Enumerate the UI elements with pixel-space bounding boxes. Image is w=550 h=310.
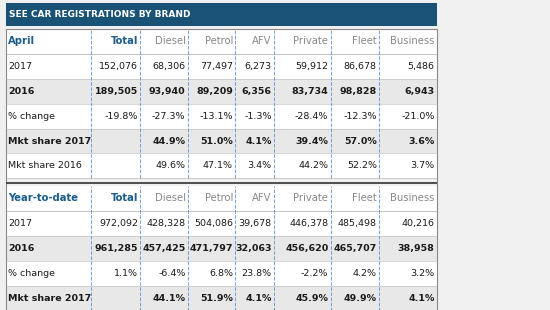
- Text: 3.7%: 3.7%: [410, 162, 435, 171]
- Text: AFV: AFV: [252, 193, 272, 203]
- Text: Fleet: Fleet: [352, 193, 377, 203]
- Text: 3.6%: 3.6%: [408, 136, 435, 145]
- Text: 428,328: 428,328: [146, 219, 185, 228]
- Text: 44.2%: 44.2%: [298, 162, 328, 171]
- Text: 68,306: 68,306: [152, 62, 185, 71]
- Text: 446,378: 446,378: [289, 219, 328, 228]
- Text: % change: % change: [8, 269, 55, 278]
- Text: 189,505: 189,505: [95, 87, 138, 96]
- Text: Mkt share 2017: Mkt share 2017: [8, 294, 91, 303]
- FancyBboxPatch shape: [6, 79, 437, 104]
- Text: 972,092: 972,092: [99, 219, 138, 228]
- Text: Business: Business: [390, 36, 434, 46]
- Text: 98,828: 98,828: [339, 87, 377, 96]
- FancyBboxPatch shape: [6, 104, 437, 129]
- Text: 57.0%: 57.0%: [344, 136, 377, 145]
- Text: -13.1%: -13.1%: [200, 112, 233, 121]
- Text: 51.9%: 51.9%: [200, 294, 233, 303]
- Text: Private: Private: [294, 36, 328, 46]
- Text: 152,076: 152,076: [99, 62, 138, 71]
- Text: 44.9%: 44.9%: [152, 136, 185, 145]
- FancyBboxPatch shape: [6, 153, 437, 178]
- Text: 1.1%: 1.1%: [114, 269, 138, 278]
- Text: 4.1%: 4.1%: [245, 136, 272, 145]
- Text: 39.4%: 39.4%: [295, 136, 328, 145]
- Text: 2016: 2016: [8, 244, 35, 253]
- Text: Petrol: Petrol: [205, 193, 233, 203]
- FancyBboxPatch shape: [6, 29, 437, 54]
- Text: 32,063: 32,063: [235, 244, 272, 253]
- Text: 5,486: 5,486: [408, 62, 435, 71]
- Text: 2017: 2017: [8, 62, 32, 71]
- FancyBboxPatch shape: [6, 54, 437, 79]
- FancyBboxPatch shape: [6, 261, 437, 286]
- FancyBboxPatch shape: [6, 186, 437, 211]
- Text: -19.8%: -19.8%: [104, 112, 138, 121]
- Text: -27.3%: -27.3%: [152, 112, 185, 121]
- Text: Private: Private: [294, 193, 328, 203]
- Text: % change: % change: [8, 112, 55, 121]
- Text: 51.0%: 51.0%: [200, 136, 233, 145]
- Text: -12.3%: -12.3%: [343, 112, 377, 121]
- Text: 40,216: 40,216: [402, 219, 434, 228]
- Text: -21.0%: -21.0%: [401, 112, 434, 121]
- Text: 471,797: 471,797: [189, 244, 233, 253]
- Text: Petrol: Petrol: [205, 36, 233, 46]
- Text: 4.1%: 4.1%: [245, 294, 272, 303]
- Text: Business: Business: [390, 193, 434, 203]
- Text: 23.8%: 23.8%: [241, 269, 272, 278]
- Text: 6,356: 6,356: [242, 87, 272, 96]
- Text: -28.4%: -28.4%: [295, 112, 328, 121]
- Text: April: April: [8, 36, 35, 46]
- Text: 4.2%: 4.2%: [353, 269, 377, 278]
- Text: AFV: AFV: [252, 36, 272, 46]
- Text: 49.6%: 49.6%: [156, 162, 185, 171]
- Text: Mkt share 2017: Mkt share 2017: [8, 136, 91, 145]
- Text: 6,943: 6,943: [404, 87, 434, 96]
- Text: Total: Total: [111, 36, 138, 46]
- Text: Fleet: Fleet: [352, 36, 377, 46]
- Text: 39,678: 39,678: [239, 219, 272, 228]
- Text: 457,425: 457,425: [142, 244, 185, 253]
- Text: 3.4%: 3.4%: [248, 162, 272, 171]
- FancyBboxPatch shape: [6, 211, 437, 236]
- Text: 3.2%: 3.2%: [410, 269, 435, 278]
- Text: 49.9%: 49.9%: [344, 294, 377, 303]
- Text: 86,678: 86,678: [344, 62, 377, 71]
- Text: 6.8%: 6.8%: [209, 269, 233, 278]
- Text: Total: Total: [111, 193, 138, 203]
- Text: Diesel: Diesel: [155, 193, 185, 203]
- Text: 47.1%: 47.1%: [203, 162, 233, 171]
- Text: 44.1%: 44.1%: [152, 294, 185, 303]
- Text: 2016: 2016: [8, 87, 35, 96]
- Text: 52.2%: 52.2%: [347, 162, 377, 171]
- Text: 83,734: 83,734: [292, 87, 328, 96]
- Text: Year-to-date: Year-to-date: [8, 193, 78, 203]
- Text: -6.4%: -6.4%: [158, 269, 185, 278]
- FancyBboxPatch shape: [6, 286, 437, 310]
- Text: 465,707: 465,707: [334, 244, 377, 253]
- Text: -2.2%: -2.2%: [301, 269, 328, 278]
- Text: 59,912: 59,912: [295, 62, 328, 71]
- Text: -1.3%: -1.3%: [244, 112, 272, 121]
- Text: 89,209: 89,209: [196, 87, 233, 96]
- Text: 456,620: 456,620: [285, 244, 328, 253]
- Text: 38,958: 38,958: [398, 244, 434, 253]
- Text: 4.1%: 4.1%: [408, 294, 435, 303]
- FancyBboxPatch shape: [6, 3, 437, 26]
- Text: SEE CAR REGISTRATIONS BY BRAND: SEE CAR REGISTRATIONS BY BRAND: [9, 10, 191, 19]
- Text: 485,498: 485,498: [338, 219, 377, 228]
- FancyBboxPatch shape: [6, 236, 437, 261]
- Text: 45.9%: 45.9%: [295, 294, 328, 303]
- Text: 2017: 2017: [8, 219, 32, 228]
- Text: 961,285: 961,285: [95, 244, 138, 253]
- Text: 93,940: 93,940: [149, 87, 185, 96]
- Text: 77,497: 77,497: [200, 62, 233, 71]
- FancyBboxPatch shape: [6, 129, 437, 153]
- Text: Mkt share 2016: Mkt share 2016: [8, 162, 82, 171]
- Text: 504,086: 504,086: [194, 219, 233, 228]
- Text: Diesel: Diesel: [155, 36, 185, 46]
- Text: 6,273: 6,273: [245, 62, 272, 71]
